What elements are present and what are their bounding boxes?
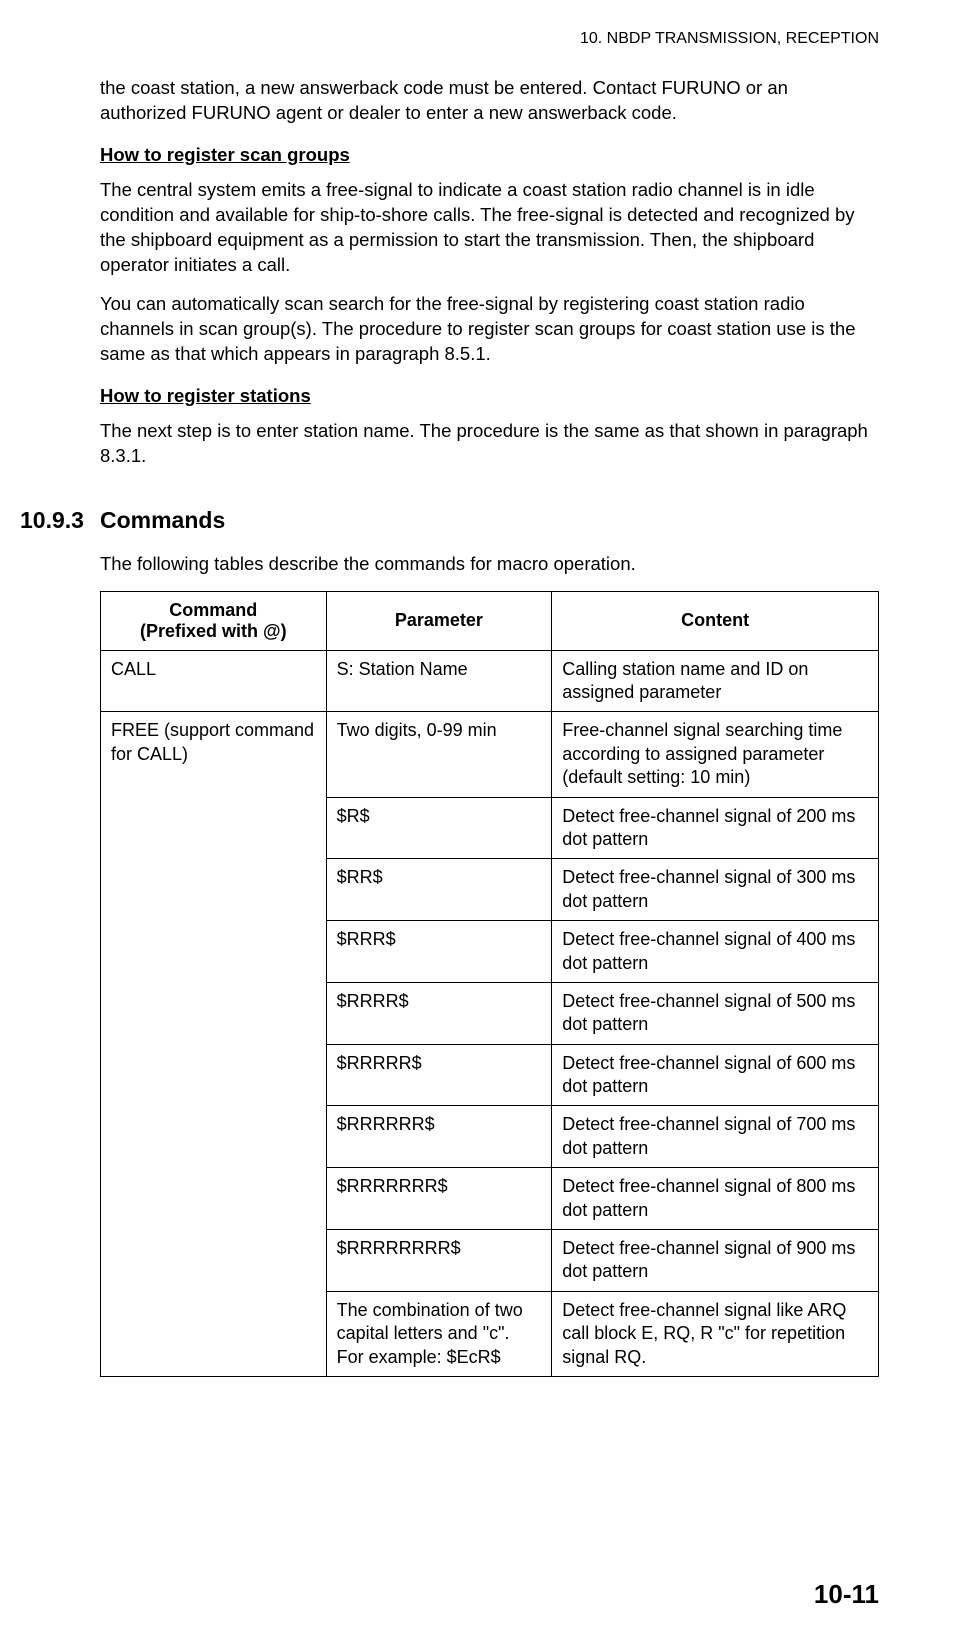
cell-parameter: $RRR$ xyxy=(326,921,552,983)
scan-groups-p1: The central system emits a free-signal t… xyxy=(100,178,879,278)
cell-content: Detect free-channel signal like ARQ call… xyxy=(552,1291,879,1376)
cell-command: FREE (support command for CALL) xyxy=(101,712,327,1377)
th-command-line2: (Prefixed with @) xyxy=(140,621,287,641)
table-row: CALL S: Station Name Calling station nam… xyxy=(101,650,879,712)
cell-content: Detect free-channel signal of 800 ms dot… xyxy=(552,1168,879,1230)
cell-content: Detect free-channel signal of 500 ms dot… xyxy=(552,982,879,1044)
commands-intro: The following tables describe the comman… xyxy=(100,552,879,577)
th-command-line1: Command xyxy=(169,600,257,620)
cell-content: Detect free-channel signal of 900 ms dot… xyxy=(552,1230,879,1292)
table-header-row: Command (Prefixed with @) Parameter Cont… xyxy=(101,591,879,650)
intro-paragraph: the coast station, a new answerback code… xyxy=(100,76,879,126)
table-row: FREE (support command for CALL) Two digi… xyxy=(101,712,879,797)
section-heading-row: 10.9.3 Commands xyxy=(20,507,879,534)
stations-heading: How to register stations xyxy=(100,385,879,407)
th-parameter: Parameter xyxy=(326,591,552,650)
cell-parameter: $RRRRRRR$ xyxy=(326,1168,552,1230)
cell-parameter: $RRRRRR$ xyxy=(326,1106,552,1168)
cell-content: Detect free-channel signal of 400 ms dot… xyxy=(552,921,879,983)
cell-parameter: S: Station Name xyxy=(326,650,552,712)
cell-content: Calling station name and ID on assigned … xyxy=(552,650,879,712)
th-content: Content xyxy=(552,591,879,650)
cell-content: Detect free-channel signal of 200 ms dot… xyxy=(552,797,879,859)
cell-parameter: $RR$ xyxy=(326,859,552,921)
chapter-header: 10. NBDP TRANSMISSION, RECEPTION xyxy=(20,30,879,48)
cell-parameter: Two digits, 0-99 min xyxy=(326,712,552,797)
scan-groups-p2: You can automatically scan search for th… xyxy=(100,292,879,367)
cell-parameter: $RRRRR$ xyxy=(326,1044,552,1106)
commands-table: Command (Prefixed with @) Parameter Cont… xyxy=(100,591,879,1377)
cell-parameter: $R$ xyxy=(326,797,552,859)
section-number: 10.9.3 xyxy=(20,507,100,534)
page-number: 10-11 xyxy=(814,1579,879,1610)
cell-content: Detect free-channel signal of 300 ms dot… xyxy=(552,859,879,921)
cell-content: Free-channel signal searching time accor… xyxy=(552,712,879,797)
th-command: Command (Prefixed with @) xyxy=(101,591,327,650)
cell-parameter: $RRRR$ xyxy=(326,982,552,1044)
cell-content: Detect free-channel signal of 600 ms dot… xyxy=(552,1044,879,1106)
scan-groups-heading: How to register scan groups xyxy=(100,144,879,166)
section-title: Commands xyxy=(100,507,225,534)
cell-command: CALL xyxy=(101,650,327,712)
stations-p1: The next step is to enter station name. … xyxy=(100,419,879,469)
cell-content: Detect free-channel signal of 700 ms dot… xyxy=(552,1106,879,1168)
cell-parameter: $RRRRRRRR$ xyxy=(326,1230,552,1292)
cell-parameter: The combination of two capital letters a… xyxy=(326,1291,552,1376)
